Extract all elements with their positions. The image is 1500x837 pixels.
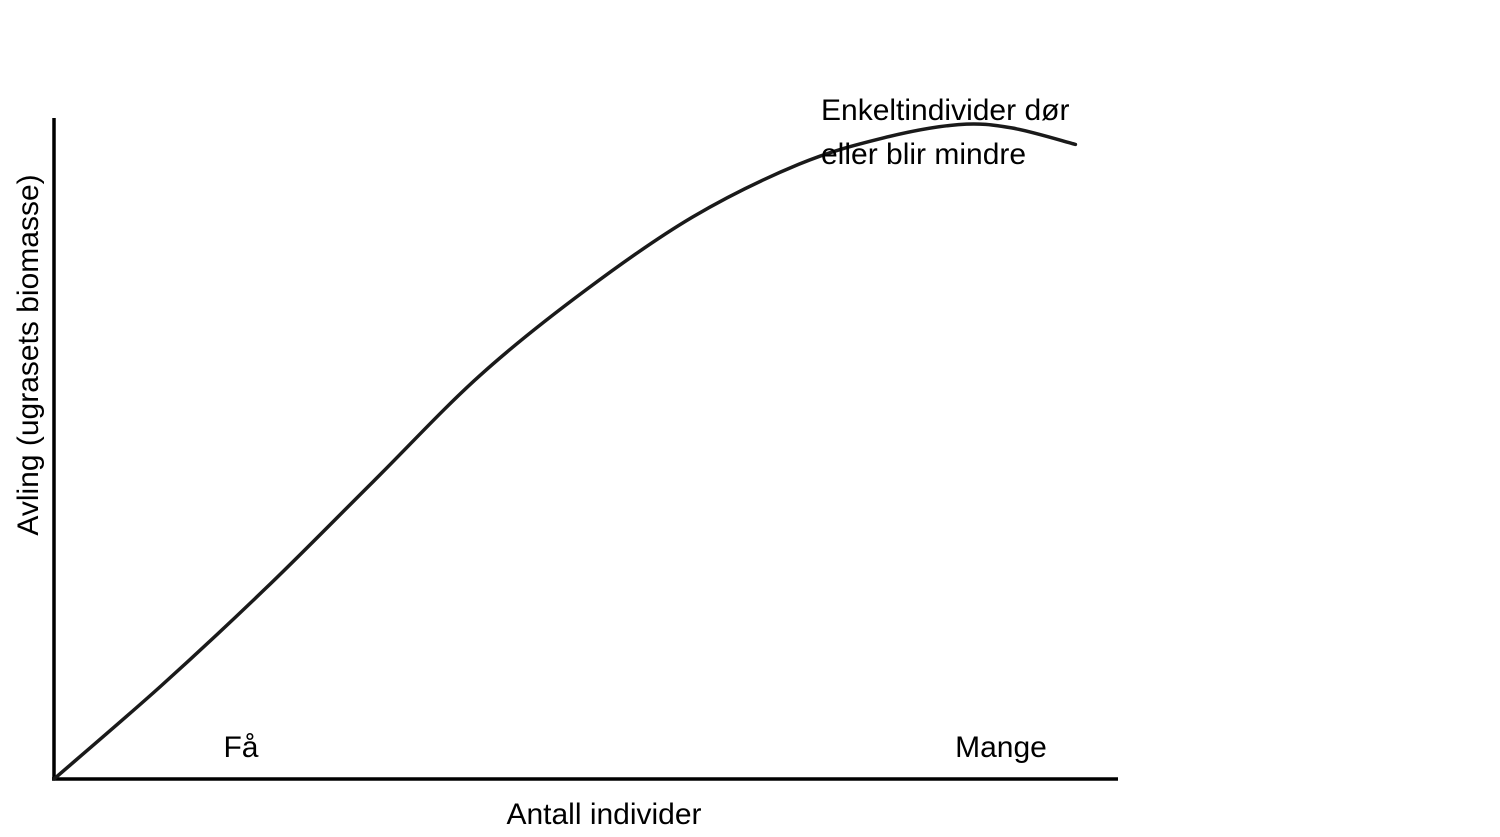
x-axis-label: Antall individer xyxy=(506,798,701,831)
series-line xyxy=(52,122,1078,781)
x-tick-label-few: Få xyxy=(223,731,258,764)
y-axis-label: Avling (ugrasets biomasse) xyxy=(12,174,45,535)
x-tick-label-many: Mange xyxy=(955,731,1047,764)
annotation-line-1: Enkeltindivider dør xyxy=(821,94,1069,127)
annotation-line-2: eller blir mindre xyxy=(821,138,1026,171)
